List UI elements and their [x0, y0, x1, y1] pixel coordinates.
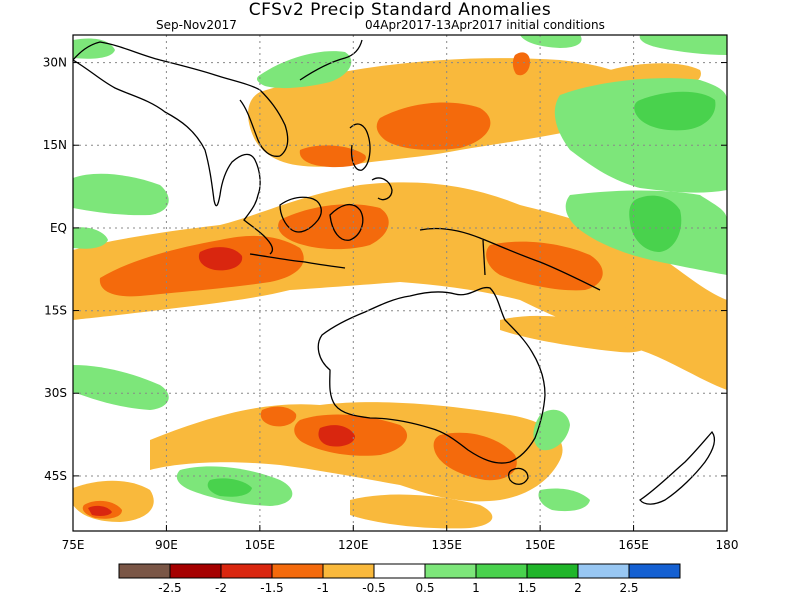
colorbar-swatch [475, 563, 528, 579]
colorbar-level-label: -1 [317, 581, 329, 595]
lon-tick-label: 150E [525, 538, 556, 552]
colorbar-level-label: 2 [574, 581, 582, 595]
colorbar-swatch [373, 563, 426, 579]
anomaly-level-minus-1 [82, 52, 603, 519]
lon-tick-label: 165E [618, 538, 649, 552]
lon-tick-label: 135E [431, 538, 462, 552]
anomaly-fields [73, 35, 727, 529]
anomaly-level-plus-1 [207, 91, 716, 497]
colorbar: -2.5 -2 -1.5 -1 -0.5 0.5 1 1.5 2 2.5 [118, 563, 681, 595]
colorbar-swatch [526, 563, 579, 579]
lat-tick-label: 30S [44, 386, 67, 400]
colorbar-level-label: -2 [215, 581, 227, 595]
lon-tick-label: 90E [155, 538, 178, 552]
colorbar-level-label: -1.5 [260, 581, 283, 595]
plot-frame [72, 34, 728, 532]
colorbar-level-label: 1 [472, 581, 480, 595]
colorbar-swatch [169, 563, 222, 579]
coastlines [73, 39, 716, 505]
lat-tick-label: 45S [44, 469, 67, 483]
colorbar-swatch [577, 563, 630, 579]
colorbar-swatch [271, 563, 324, 579]
latitude-axis: 30N 15N EQ 15S 30S 45S [43, 56, 727, 483]
lat-tick-label: 15S [44, 304, 67, 318]
colorbar-swatch [628, 563, 681, 579]
lon-tick-label: 75E [62, 538, 85, 552]
colorbar-swatch [424, 563, 477, 579]
colorbar-level-label: 2.5 [619, 581, 638, 595]
colorbar-level-label: -2.5 [158, 581, 181, 595]
colorbar-swatch [118, 563, 171, 579]
map-title: CFSv2 Precip Standard Anomalies [248, 0, 552, 20]
longitude-axis: 75E 90E 105E 120E 135E 150E 165E 180 [62, 525, 739, 552]
lat-tick-label: 30N [43, 56, 67, 70]
colorbar-level-label: -0.5 [362, 581, 385, 595]
colorbar-swatch [322, 563, 375, 579]
lat-tick-label: 15N [43, 138, 67, 152]
lon-tick-label: 120E [338, 538, 369, 552]
colorbar-swatch [220, 563, 273, 579]
colorbar-level-label: 0.5 [415, 581, 434, 595]
lat-tick-label: EQ [50, 221, 67, 235]
lon-tick-label: 105E [245, 538, 276, 552]
season-label: Sep-Nov2017 [156, 18, 237, 32]
colorbar-level-label: 1.5 [517, 581, 536, 595]
initial-conditions-label: 04Apr2017-13Apr2017 initial conditions [365, 18, 605, 32]
lon-tick-label: 180 [716, 538, 739, 552]
map-grid [73, 35, 727, 531]
anomaly-level-minus-1-5 [88, 247, 355, 516]
